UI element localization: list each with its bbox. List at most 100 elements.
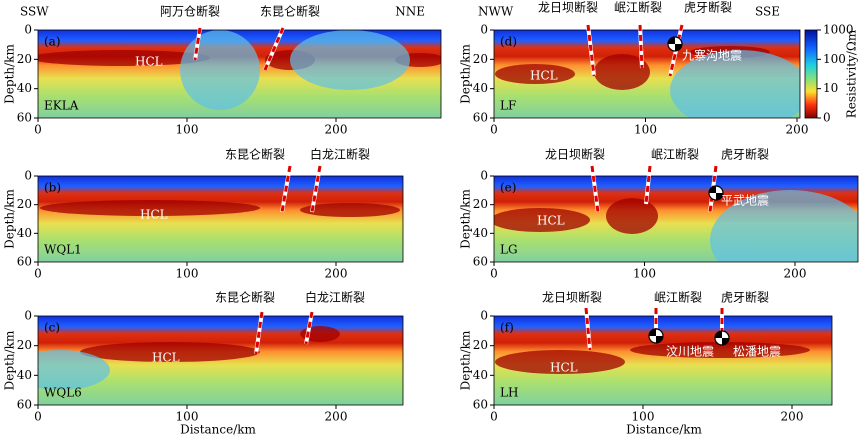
hcl-body <box>40 200 260 216</box>
layer-label: HCL <box>135 55 163 69</box>
x-tick-label: 0 <box>34 267 42 281</box>
x-axis-label: Distance/km <box>626 423 702 437</box>
line-name: LH <box>500 386 518 400</box>
y-tick-label: 40 <box>17 81 32 95</box>
fault-line <box>280 165 292 213</box>
colorbar-scale <box>804 29 818 119</box>
resistivity-field <box>494 316 832 405</box>
fault-name: 白龙江断裂 <box>310 147 370 162</box>
x-tick-label: 0 <box>34 410 42 424</box>
x-tick-label: 200 <box>784 267 807 281</box>
hcl-body <box>38 50 210 66</box>
y-tick-label: 40 <box>473 368 488 382</box>
layer-label: HCL <box>550 361 578 375</box>
quake-name: 汶川地震 <box>666 344 714 359</box>
x-tick-label: 0 <box>490 410 498 424</box>
y-tick-label: 60 <box>17 255 32 269</box>
x-tick-label: 100 <box>176 123 199 137</box>
y-tick-label: 60 <box>473 398 488 412</box>
fault-line <box>304 311 314 345</box>
y-tick-label: 40 <box>17 226 32 240</box>
direction: SSW <box>20 5 49 19</box>
panel-label: (a) <box>44 35 61 49</box>
y-tick-label: 0 <box>480 309 488 323</box>
fault-name: 虎牙断裂 <box>684 0 732 15</box>
x-tick-label: 200 <box>325 123 348 137</box>
fault-line <box>193 27 202 61</box>
x-tick-label: 200 <box>781 410 804 424</box>
direction: NNE <box>395 5 425 19</box>
low-zone <box>290 30 410 90</box>
fault-name: 岷江断裂 <box>614 0 662 15</box>
fault-line <box>586 24 596 77</box>
x-tick-label: 100 <box>634 123 657 137</box>
resistivity-field <box>494 30 800 118</box>
panel-label: (d) <box>500 35 517 49</box>
y-tick-label: 40 <box>17 368 32 382</box>
line-name: LF <box>500 99 516 113</box>
y-tick-label: 20 <box>473 197 488 211</box>
fault-name: 东昆仑断裂 <box>225 147 285 162</box>
y-axis-label: Depth/km <box>459 44 473 104</box>
fault-line <box>263 27 285 71</box>
hcl-body <box>494 208 590 232</box>
x-tick-label: 200 <box>786 123 809 137</box>
hcl-body <box>594 54 650 90</box>
x-axis-label: Distance/km <box>180 423 256 437</box>
x-tick-label: 100 <box>632 410 655 424</box>
line-name: WQL1 <box>44 243 82 257</box>
resistivity-field <box>38 30 441 118</box>
direction: NWW <box>478 5 514 19</box>
resistivity-field <box>38 176 403 262</box>
fault-line <box>644 165 652 205</box>
panel-label: (b) <box>44 181 61 195</box>
fault-name: 东昆仑断裂 <box>215 290 275 305</box>
quake-symbol-fill <box>709 186 723 200</box>
y-axis-label: Depth/km <box>459 189 473 249</box>
colorbar-tick-label: 10 <box>823 81 838 95</box>
colorbar-tick-label: 100 <box>823 52 846 66</box>
y-tick-label: 20 <box>473 338 488 352</box>
line-name: EKLA <box>44 99 79 113</box>
quake-name: 九寨沟地震 <box>682 48 742 63</box>
line-name: LG <box>500 243 518 257</box>
fault-name: 虎牙断裂 <box>721 147 769 162</box>
colorbar-tick-label: 1000 <box>823 23 854 37</box>
quake-name: 平武地震 <box>721 194 769 208</box>
layer-label: HCL <box>530 69 558 83</box>
low-zone <box>670 50 800 118</box>
panel-label: (e) <box>500 181 516 195</box>
hcl-body <box>80 342 260 362</box>
x-tick-label: 200 <box>325 410 348 424</box>
fault-name: 龙日坝断裂 <box>545 147 605 162</box>
layer-label: HCL <box>537 214 565 228</box>
x-tick-label: 100 <box>176 267 199 281</box>
y-axis-label: Depth/km <box>3 44 17 104</box>
y-tick-label: 60 <box>473 255 488 269</box>
field-bg <box>38 176 403 262</box>
fault-line <box>590 165 600 213</box>
layer-label: HCL <box>140 208 168 222</box>
fault-name: 白龙江断裂 <box>305 290 365 305</box>
fault-line <box>584 307 592 351</box>
resistivity-field <box>38 316 403 405</box>
x-tick-label: 0 <box>490 123 498 137</box>
x-tick-label: 0 <box>34 123 42 137</box>
y-tick-label: 0 <box>480 169 488 183</box>
colorbar-label: Resistivity/Ωm <box>845 29 859 118</box>
y-tick-label: 60 <box>17 398 32 412</box>
fault-name: 阿万仓断裂 <box>160 4 220 19</box>
y-tick-label: 40 <box>473 226 488 240</box>
fault-name: 东昆仑断裂 <box>260 4 320 19</box>
y-tick-label: 0 <box>24 169 32 183</box>
hcl-body <box>630 342 810 358</box>
colorbar-tick-label: 0 <box>823 111 831 125</box>
fault-name: 龙日坝断裂 <box>538 0 598 15</box>
hcl-body <box>606 198 658 234</box>
fault-name: 龙日坝断裂 <box>542 290 602 305</box>
x-tick-label: 100 <box>176 410 199 424</box>
